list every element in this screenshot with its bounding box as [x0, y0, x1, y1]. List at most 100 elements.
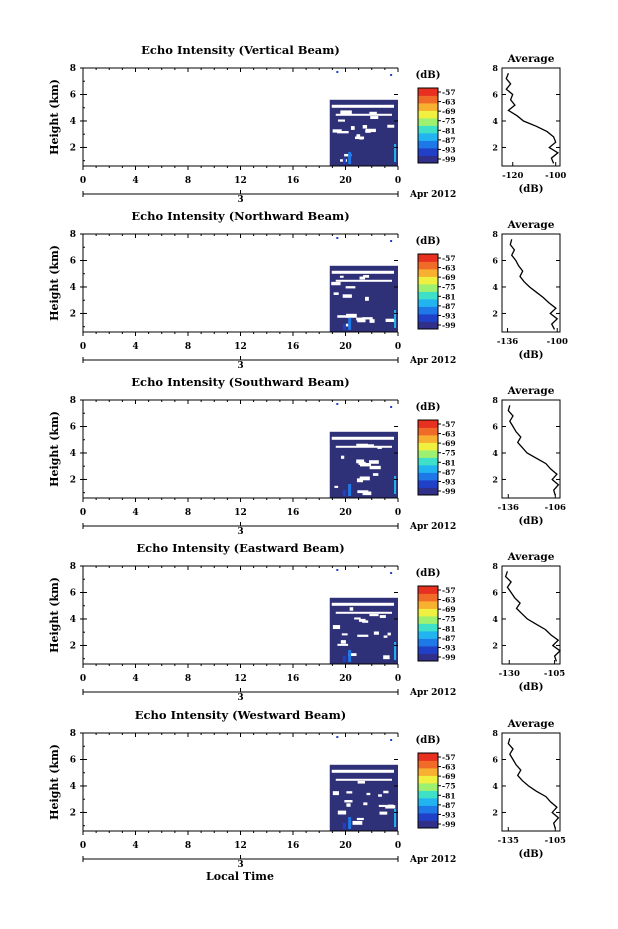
- profile-frame: [501, 732, 561, 832]
- colorbar-unit: (dB): [416, 236, 441, 247]
- colorbar-tick-label: -63: [442, 596, 456, 605]
- colorbar-unit: (dB): [416, 402, 441, 413]
- panel-title: Echo Intensity (Northward Beam): [131, 209, 349, 223]
- colorbar-swatch: [418, 768, 438, 776]
- x-tick-label: 0: [395, 176, 401, 186]
- y-tick-label: 8: [70, 230, 76, 240]
- heatmap-gap: [385, 318, 396, 322]
- heatmap-gap: [357, 780, 365, 784]
- colorbar-tick-label: -87: [442, 302, 456, 311]
- profile-title: Average: [507, 53, 555, 65]
- x-tick-label: 4: [132, 674, 138, 684]
- y-tick-label: 4: [70, 615, 76, 625]
- heatmap-gap: [352, 820, 363, 825]
- colorbar-tick-label: -87: [442, 634, 456, 643]
- panel-title: Echo Intensity (Southward Beam): [131, 375, 349, 389]
- heatmap-cell: [394, 809, 397, 827]
- colorbar-unit: (dB): [416, 568, 441, 579]
- colorbar-frame: [417, 585, 439, 662]
- heatmap-gap: [369, 460, 379, 464]
- colorbar-tick-label: -99: [442, 155, 456, 164]
- colorbar-tick-label: -57: [442, 88, 456, 97]
- colorbar-tick-label: -99: [442, 820, 456, 829]
- y-tick-label: 4: [70, 782, 76, 792]
- heatmap-gap: [356, 443, 369, 447]
- profile-title: Average: [507, 718, 555, 730]
- profile-frame: [501, 565, 561, 665]
- colorbar-tick-label: -81: [442, 292, 456, 301]
- y-tick-label: 6: [70, 90, 76, 100]
- day-label: 3: [237, 860, 243, 870]
- colorbar-tick-label: -75: [442, 283, 456, 292]
- heatmap-block: [329, 764, 398, 831]
- y-tick-label: 8: [70, 396, 76, 406]
- y-tick-label: 2: [70, 475, 76, 485]
- x-tick-label: 20: [339, 674, 352, 684]
- colorbar-swatch: [418, 284, 438, 292]
- heatmap-gap: [335, 778, 392, 781]
- heatmap-cell: [342, 823, 346, 829]
- y-axis-label: Height (km): [48, 744, 61, 820]
- x-tick-label: 8: [185, 841, 191, 851]
- heatmap-gap: [369, 465, 381, 470]
- colorbar-swatch: [418, 125, 438, 134]
- heatmap-gap: [359, 276, 366, 280]
- colorbar-tick-label: -69: [442, 273, 456, 282]
- heatmap-gap: [379, 615, 386, 618]
- y-axis-label: Height (km): [48, 411, 61, 487]
- colorbar-tick-label: -99: [442, 653, 456, 662]
- colorbar-tick-label: -69: [442, 107, 456, 116]
- heatmap-gap: [340, 110, 352, 115]
- x-tick-label: 8: [185, 342, 191, 352]
- y-tick-label: 4: [70, 117, 76, 127]
- heatmap-gap: [356, 134, 361, 138]
- heatmap-gap: [344, 153, 352, 157]
- heatmap-gap: [357, 319, 366, 323]
- colorbar-swatch: [418, 457, 438, 466]
- date-label: Apr 2012: [409, 190, 456, 200]
- day-label: 3: [237, 361, 243, 371]
- profile-x-axis-label: (dB): [519, 516, 544, 527]
- colorbar-tick-label: -57: [442, 586, 456, 595]
- profile-line: [505, 73, 560, 164]
- day-label: 3: [237, 527, 243, 537]
- heatmap-cell: [394, 476, 397, 494]
- heatmap-gap: [357, 634, 369, 637]
- profile-x-tick-label: -136: [497, 337, 518, 347]
- colorbar-swatch: [418, 299, 438, 307]
- heatmap-gap: [356, 459, 365, 464]
- x-tick-label: 0: [80, 674, 86, 684]
- profile-x-tick-label: -100: [547, 337, 568, 347]
- colorbar-tick-label: -81: [442, 791, 456, 800]
- colorbar-swatch: [418, 450, 438, 458]
- colorbar-tick-label: -93: [442, 311, 456, 320]
- heatmap-gap: [331, 281, 341, 286]
- heatmap-gap: [337, 119, 345, 122]
- colorbar-tick-label: -57: [442, 420, 456, 429]
- profile-y-tick-label: 2: [492, 474, 498, 484]
- colorbar-tick-label: -99: [442, 321, 456, 330]
- profile-y-tick-label: 8: [492, 63, 498, 73]
- colorbar-swatch: [418, 805, 438, 814]
- colorbar-swatch: [418, 465, 438, 473]
- heatmap-gap: [365, 296, 369, 301]
- colorbar-swatch: [418, 442, 438, 451]
- profile-line: [507, 405, 560, 496]
- colorbar-tick-label: -75: [442, 449, 456, 458]
- heatmap-gap: [354, 617, 361, 620]
- heatmap-gap: [342, 294, 352, 298]
- colorbar-tick-label: -75: [442, 615, 456, 624]
- heatmap-gap: [331, 602, 394, 606]
- heatmap-cell: [390, 240, 393, 242]
- x-tick-label: 4: [132, 508, 138, 518]
- date-label: Apr 2012: [409, 356, 456, 366]
- heatmap-gap: [377, 446, 382, 449]
- heatmap-gap: [373, 631, 379, 635]
- heatmap-gap: [363, 275, 370, 278]
- heatmap-gap: [332, 791, 339, 796]
- heatmap-block: [329, 597, 398, 664]
- y-tick-label: 8: [70, 64, 76, 74]
- heatmap-gap: [349, 607, 354, 611]
- heatmap-gap: [332, 129, 342, 133]
